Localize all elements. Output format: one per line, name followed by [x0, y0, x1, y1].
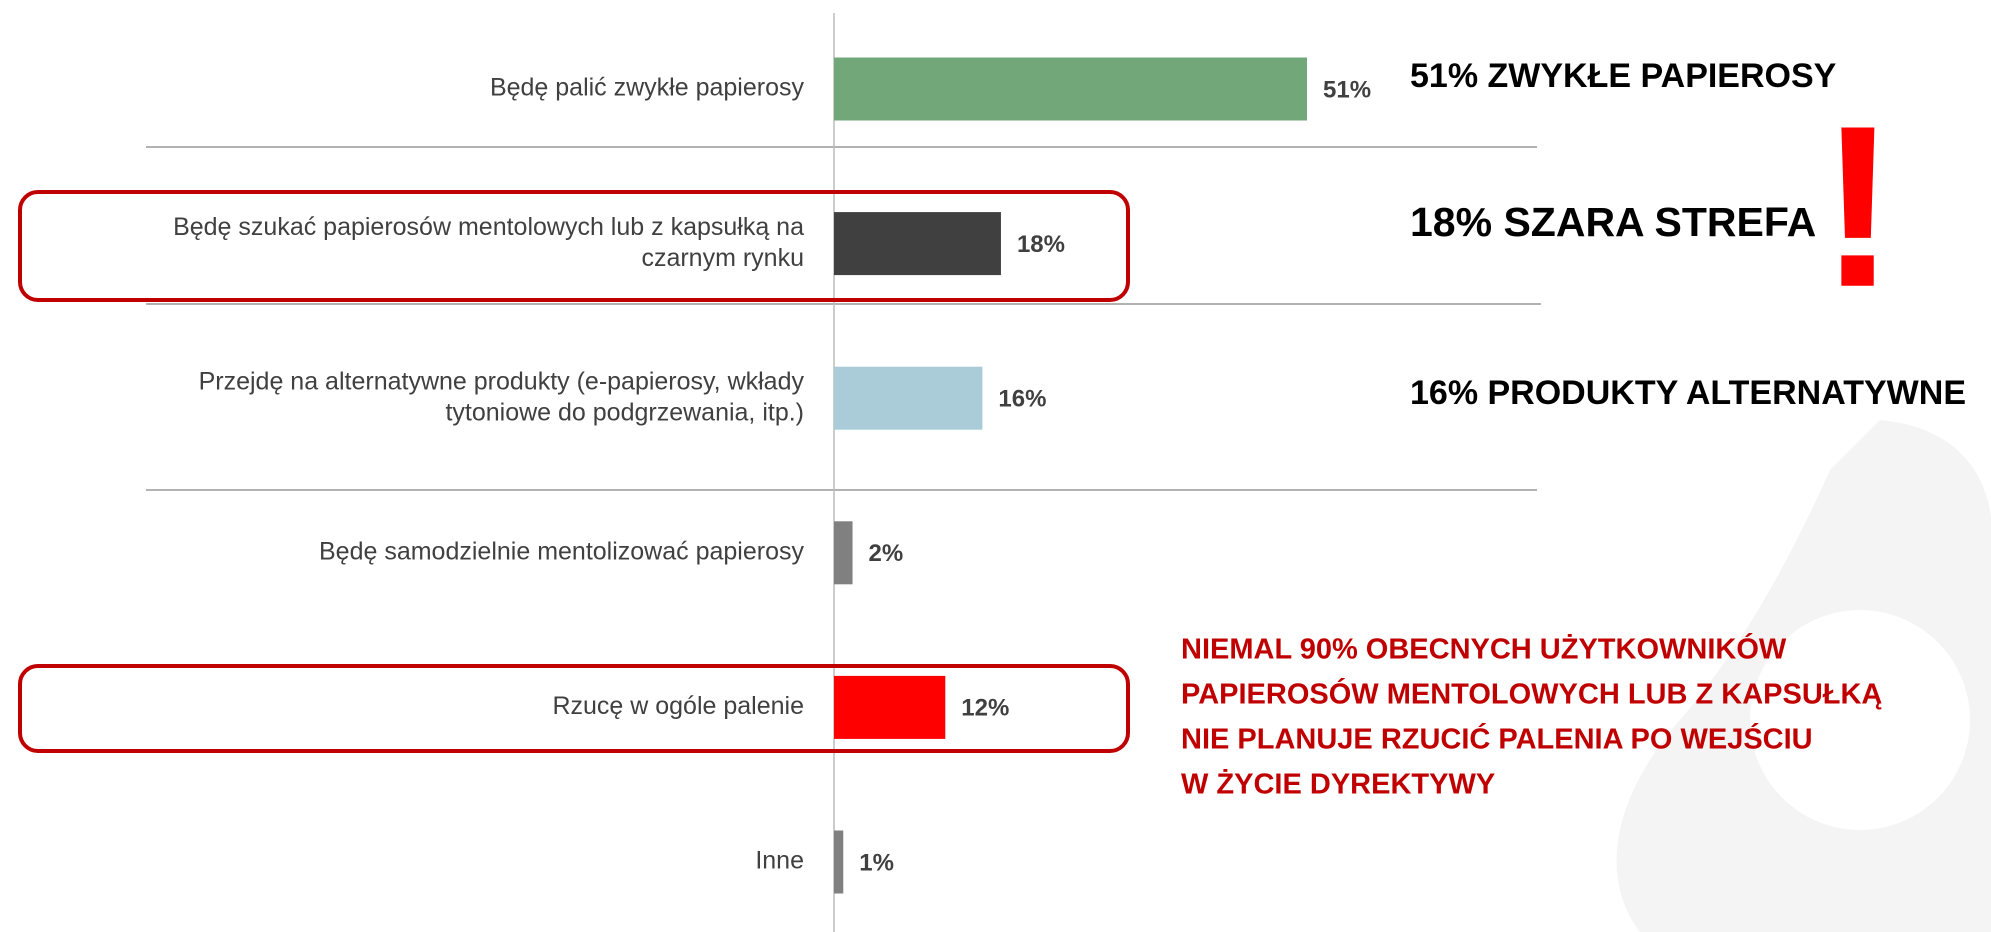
bar — [834, 212, 1001, 276]
bar — [834, 57, 1307, 121]
highlight-box — [18, 190, 1130, 302]
data-label: 12% — [961, 695, 1009, 722]
category-label: Będę palić zwykłe papierosy — [490, 74, 805, 102]
bar — [834, 675, 946, 739]
bar — [834, 521, 853, 585]
category-label: Będę samodzielnie mentolizować papierosy — [319, 537, 804, 565]
data-label: 2% — [869, 540, 904, 567]
data-label: 1% — [859, 849, 894, 876]
category-label: Inne — [755, 847, 804, 875]
bar — [834, 830, 844, 894]
annotation: 18% SZARA STREFA — [1410, 199, 1816, 245]
data-label: 16% — [998, 386, 1046, 413]
annotation: 51% ZWYKŁE PAPIEROSY — [1410, 57, 1837, 95]
highlight-box — [18, 664, 1130, 753]
annotation: ! — [1820, 78, 1897, 335]
watermark-hole — [1750, 610, 1970, 830]
bar — [834, 366, 983, 430]
annotation: 16% PRODUKTY ALTERNATYWNE — [1410, 374, 1966, 412]
data-label: 18% — [1017, 231, 1065, 258]
category-label: Będę szukać papierosów mentolowych lub z… — [173, 213, 804, 272]
annotation: NIEMAL 90% OBECNYCH UŻYTKOWNIKÓW PAPIEROS… — [1181, 631, 1882, 800]
category-label: Przejdę na alternatywne produkty (e-papi… — [199, 367, 805, 426]
category-label: Rzucę w ogóle palenie — [552, 692, 804, 720]
data-label: 51% — [1323, 76, 1371, 103]
